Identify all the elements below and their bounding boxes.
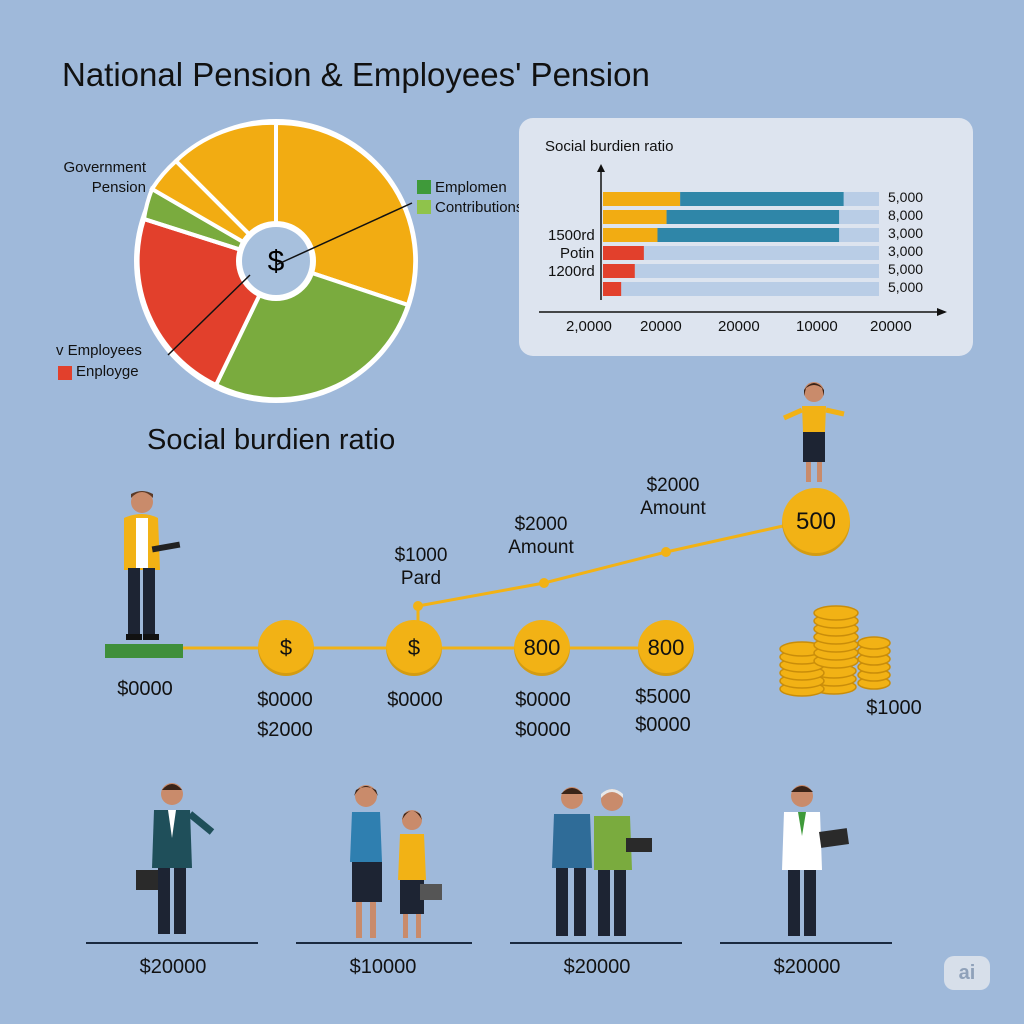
ai-logo: ai [944,956,990,990]
timeline-coin-2: $ [386,620,442,676]
person-presenter-icon [124,491,181,640]
bar-red-6 [603,282,622,296]
coin-1-values: $0000 $2000 [257,689,313,741]
person-2-value: $10000 [349,956,417,978]
bar-y-label-1: 1500rd [548,227,595,244]
start-value: $0000 [117,678,173,700]
timeline-coin-1: $ [258,620,314,676]
pie-label-government: Government Pension [63,159,146,196]
bar-blue-1 [680,192,844,206]
bar-value-1: 5,000 [888,189,924,205]
bar-red-4 [603,246,644,260]
annotation-pard: $1000 Pard [394,545,448,589]
section-subtitle: Social burdien ratio [147,424,396,456]
legend-label-contributions: Contributions [435,199,524,216]
coin-stacks-icon [779,605,891,697]
bar-value-4: 3,000 [888,243,924,259]
bar-x-tick-5: 20000 [870,318,912,335]
bar-chart [539,164,947,316]
bar-red-5 [603,264,635,278]
page-title: National Pension & Employees' Pension [62,56,650,93]
bar-x-tick-3: 20000 [718,318,760,335]
person-woman-top-icon [782,382,845,482]
legend-label-emplomen: Emplomen [435,179,507,196]
bar-blue-2 [666,210,840,224]
pie-center-dollar: $ [268,245,285,278]
pension-pie-chart: $ [134,119,418,403]
bar-track-4 [603,246,879,260]
pie-label-employee: Enployge [76,363,139,380]
bar-blue-3 [657,228,840,242]
coin-4-values: $5000 $0000 [635,686,691,736]
bar-orange-3 [603,228,658,242]
bar-track-6 [603,282,879,296]
pie-slice-orange-left [173,120,278,266]
timeline-top-coin: 500 [782,488,850,556]
bar-value-5: 5,000 [888,261,924,277]
person-women-pair-icon [350,785,442,938]
coin-3-values: $0000 $0000 [515,689,571,741]
timeline-coin-4: 800 [638,620,694,676]
annotation-amount-2: $2000 Amount [640,475,706,519]
bar-orange-2 [603,210,667,224]
ground-line-1 [86,942,258,944]
bar-y-label-2: Potin [560,245,595,262]
bar-orange-1 [603,192,681,206]
ground-line-2 [296,942,472,944]
person-doctor-icon [782,785,849,936]
ground-line-3 [510,942,682,944]
coin-2-values: $0000 [387,689,443,711]
legend-swatch-green-light [417,200,431,214]
bar-value-3: 3,000 [888,225,924,241]
bar-x-tick-2: 20000 [640,318,682,335]
person-1-value: $20000 [139,956,207,978]
start-platform [105,644,183,658]
coin-stack-value: $1000 [866,697,922,719]
ground-line-4 [720,942,892,944]
person-men-pair-icon [552,787,652,936]
person-businessman-icon [136,783,215,934]
person-4-value: $20000 [773,956,841,978]
bar-value-2: 8,000 [888,207,924,223]
pie-label-employees: v Employees [56,342,142,359]
bar-y-label-3: 1200rd [548,263,595,280]
legend-swatch-red [58,366,72,380]
bar-value-6: 5,000 [888,279,924,295]
bar-x-tick-1: 2,0000 [566,318,612,335]
annotation-amount-1: $2000 Amount [508,514,574,558]
bar-track-5 [603,264,879,278]
timeline-coin-3: 800 [514,620,570,676]
legend-swatch-green-dark [417,180,431,194]
bar-x-tick-4: 10000 [796,318,838,335]
bar-chart-title: Social burdien ratio [545,138,674,155]
person-3-value: $20000 [563,956,631,978]
